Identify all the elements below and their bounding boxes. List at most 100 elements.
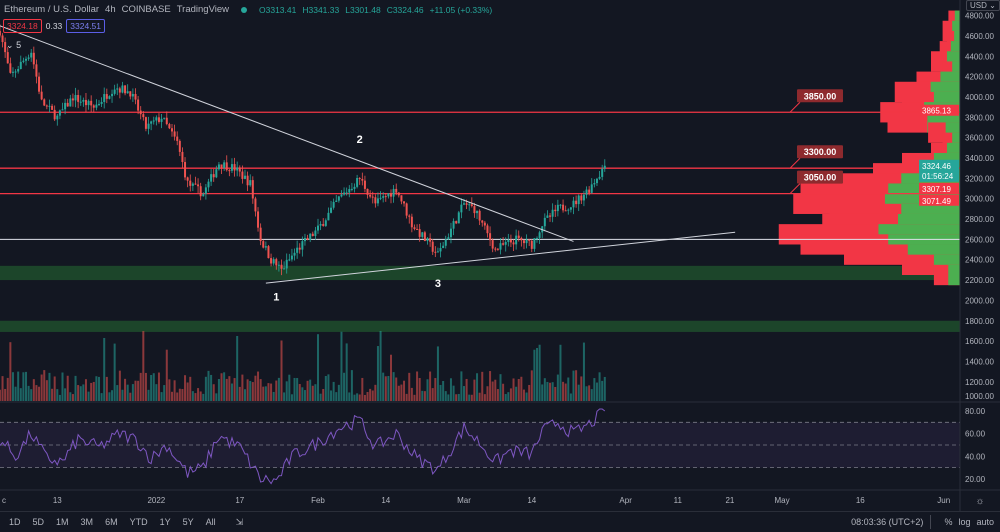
- candle-body: [538, 232, 541, 238]
- price-badge: [919, 182, 959, 194]
- buy-button[interactable]: 3324.51: [66, 19, 106, 33]
- volume-bar: [426, 379, 429, 401]
- candle-body: [397, 192, 400, 196]
- candle-body: [496, 248, 499, 250]
- volume-bar: [517, 378, 520, 401]
- volume-bar: [285, 381, 288, 401]
- candle-body: [551, 209, 554, 217]
- volume-bar: [410, 387, 413, 401]
- candle-body: [176, 136, 179, 141]
- volume-bar: [429, 371, 432, 401]
- price-tick: 4800.00: [965, 12, 994, 21]
- volume-bar: [137, 380, 140, 401]
- volume-bar: [165, 349, 168, 401]
- candle-body: [51, 105, 54, 110]
- volume-bar: [66, 375, 69, 401]
- candle-body: [217, 164, 220, 170]
- candle-body: [184, 162, 187, 178]
- candle-body: [481, 220, 484, 223]
- candle-body: [272, 259, 275, 264]
- volume-bar: [332, 381, 335, 401]
- volume-bar: [270, 383, 273, 401]
- volume-bar: [538, 344, 541, 401]
- volume-bar: [392, 372, 395, 401]
- candle-body: [11, 71, 14, 73]
- volume-bar: [491, 381, 494, 401]
- volume-bar: [241, 374, 244, 401]
- candle-body: [515, 235, 518, 245]
- candle-body: [395, 188, 398, 193]
- auto-toggle[interactable]: auto: [976, 517, 994, 527]
- time-tick: Jun: [937, 496, 950, 505]
- candle-body: [405, 203, 408, 216]
- volume-bar: [249, 380, 252, 401]
- candle-body: [343, 192, 346, 195]
- demand-zone: [0, 320, 960, 332]
- volume-bar: [19, 388, 22, 401]
- volume-bar: [64, 388, 67, 401]
- range-6m[interactable]: 6M: [105, 517, 118, 527]
- range-1y[interactable]: 1Y: [159, 517, 171, 527]
- volume-bar: [217, 379, 220, 401]
- volume-bar: [439, 384, 442, 401]
- price-badge-value: 3071.49: [922, 197, 951, 206]
- log-toggle[interactable]: log: [958, 517, 971, 527]
- volume-bar: [382, 372, 385, 401]
- candle-body: [517, 235, 520, 238]
- settings-icon[interactable]: ☼: [975, 496, 984, 507]
- currency-select[interactable]: USD ⌄: [966, 0, 1000, 11]
- level-label-pointer: [789, 101, 801, 113]
- volume-bar: [317, 334, 319, 401]
- volume-bar: [264, 386, 267, 401]
- candle-body: [309, 233, 312, 240]
- candle-body: [82, 99, 85, 102]
- wave-label: 3: [435, 278, 441, 290]
- range-ytd[interactable]: YTD: [129, 517, 148, 527]
- candle-body: [363, 180, 366, 189]
- candle-body: [502, 243, 505, 245]
- percent-toggle[interactable]: %: [944, 517, 953, 527]
- candle-body: [155, 117, 158, 121]
- volume-bar: [444, 391, 447, 401]
- volume-bar: [95, 376, 98, 401]
- currency-label: USD: [970, 1, 987, 10]
- range-5d[interactable]: 5D: [32, 517, 45, 527]
- range-all[interactable]: All: [205, 517, 216, 527]
- volume-bar: [400, 384, 403, 401]
- candle-body: [79, 101, 82, 103]
- symbol-name[interactable]: Ethereum / U.S. Dollar: [4, 4, 100, 15]
- volume-bar: [4, 388, 7, 401]
- sell-button[interactable]: 3324.18: [3, 19, 42, 33]
- volume-bar: [340, 331, 343, 401]
- volume-bar: [116, 385, 119, 401]
- range-3m[interactable]: 3M: [80, 517, 94, 527]
- interval[interactable]: 4h: [105, 4, 116, 15]
- volume-bar: [134, 380, 137, 401]
- volume-bar: [413, 394, 416, 401]
- date-range-icon[interactable]: ⇲: [235, 516, 244, 527]
- candle-body: [4, 42, 7, 53]
- range-1d[interactable]: 1D: [9, 517, 21, 527]
- candle-body: [150, 121, 153, 124]
- volume-bar: [356, 393, 359, 401]
- time-tick: 11: [674, 496, 683, 505]
- volume-bar: [496, 389, 499, 401]
- candle-body: [306, 237, 309, 240]
- volume-bar: [306, 380, 309, 401]
- volume-bar: [436, 346, 439, 401]
- volume-bar: [152, 373, 155, 401]
- range-1m[interactable]: 1M: [56, 517, 69, 527]
- volume-bar: [150, 374, 153, 401]
- candle-body: [171, 128, 173, 132]
- indicators-toggle[interactable]: ⌄ 5: [6, 40, 21, 51]
- range-5y[interactable]: 5Y: [182, 517, 194, 527]
- volume-bar: [288, 374, 291, 401]
- clock[interactable]: 08:03:36 (UTC+2): [851, 517, 924, 527]
- volume-bar: [48, 372, 51, 401]
- volume-bar: [129, 392, 132, 401]
- volume-bar: [483, 394, 486, 401]
- volume-bar: [504, 394, 507, 401]
- volume-bar: [343, 372, 346, 401]
- candle-body: [460, 204, 463, 213]
